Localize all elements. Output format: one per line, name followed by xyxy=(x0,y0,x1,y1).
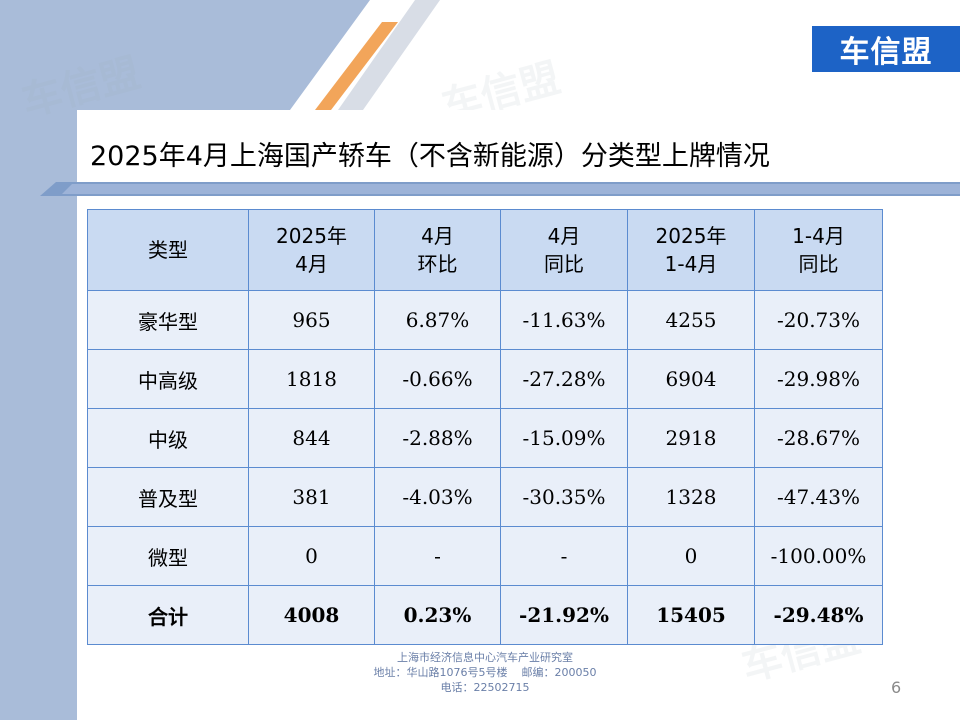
row-label: 微型 xyxy=(87,526,249,586)
cell-value: -100.00% xyxy=(754,526,883,586)
cell-value: -27.28% xyxy=(500,349,628,409)
header-ytd-2025: 2025年 1-4月 xyxy=(627,209,755,291)
header-apr-yoy: 4月 同比 xyxy=(500,209,628,291)
row-label: 中高级 xyxy=(87,349,249,409)
total-label: 合计 xyxy=(87,585,249,645)
cell-value: -29.98% xyxy=(754,349,883,409)
cell-value: 381 xyxy=(248,467,375,527)
header-ytd-yoy: 1-4月 同比 xyxy=(754,209,883,291)
table-total-row: 合计 4008 0.23% -21.92% 15405 -29.48% xyxy=(87,585,883,645)
cell-value: 2918 xyxy=(627,408,755,468)
cell-value: 4255 xyxy=(627,290,755,350)
page-number: 6 xyxy=(891,678,902,697)
cell-value: 0 xyxy=(627,526,755,586)
cell-value: - xyxy=(500,526,628,586)
header-type: 类型 xyxy=(87,209,249,291)
cell-value: -28.67% xyxy=(754,408,883,468)
footer-org: 上海市经济信息中心汽车产业研究室 xyxy=(397,651,573,664)
cell-value: -2.88% xyxy=(374,408,501,468)
total-value: 15405 xyxy=(627,585,755,645)
cell-value: 0 xyxy=(248,526,375,586)
table-row: 中高级 1818 -0.66% -27.28% 6904 -29.98% xyxy=(87,349,883,409)
cell-value: 1818 xyxy=(248,349,375,409)
total-value: 4008 xyxy=(248,585,375,645)
cell-value: -15.09% xyxy=(500,408,628,468)
table-row: 普及型 381 -4.03% -30.35% 1328 -47.43% xyxy=(87,467,883,527)
cell-value: -0.66% xyxy=(374,349,501,409)
cell-value: 965 xyxy=(248,290,375,350)
footer-contact: 上海市经济信息中心汽车产业研究室 地址：华山路1076号5号楼 邮编：20005… xyxy=(340,650,630,695)
cell-value: - xyxy=(374,526,501,586)
table-header-row: 类型 2025年 4月 4月 环比 4月 同比 2025年 1-4月 1-4月 同比 xyxy=(87,209,883,291)
cell-value: -20.73% xyxy=(754,290,883,350)
cell-value: -11.63% xyxy=(500,290,628,350)
cell-value: 6.87% xyxy=(374,290,501,350)
header-apr-2025: 2025年 4月 xyxy=(248,209,375,291)
row-label: 中级 xyxy=(87,408,249,468)
table-row: 中级 844 -2.88% -15.09% 2918 -28.67% xyxy=(87,408,883,468)
row-label: 豪华型 xyxy=(87,290,249,350)
total-value: -29.48% xyxy=(754,585,883,645)
page-title: 2025年4月上海国产轿车（不含新能源）分类型上牌情况 xyxy=(90,141,770,172)
cell-value: -30.35% xyxy=(500,467,628,527)
table-row: 豪华型 965 6.87% -11.63% 4255 -20.73% xyxy=(87,290,883,350)
total-value: -21.92% xyxy=(500,585,628,645)
cell-value: 844 xyxy=(248,408,375,468)
footer-address: 地址：华山路1076号5号楼 邮编：200050 xyxy=(373,666,597,679)
footer-phone: 电话：22502715 xyxy=(440,681,530,694)
cell-value: 6904 xyxy=(627,349,755,409)
cell-value: -47.43% xyxy=(754,467,883,527)
total-value: 0.23% xyxy=(374,585,501,645)
row-label: 普及型 xyxy=(87,467,249,527)
table-row: 微型 0 - - 0 -100.00% xyxy=(87,526,883,586)
registration-table: 类型 2025年 4月 4月 环比 4月 同比 2025年 1-4月 1-4月 同比 豪华… xyxy=(87,209,883,645)
header-apr-mom: 4月 环比 xyxy=(374,209,501,291)
cell-value: 1328 xyxy=(627,467,755,527)
title-underline-bar xyxy=(40,182,960,196)
cell-value: -4.03% xyxy=(374,467,501,527)
brand-logo: 车信盟 xyxy=(812,26,960,72)
